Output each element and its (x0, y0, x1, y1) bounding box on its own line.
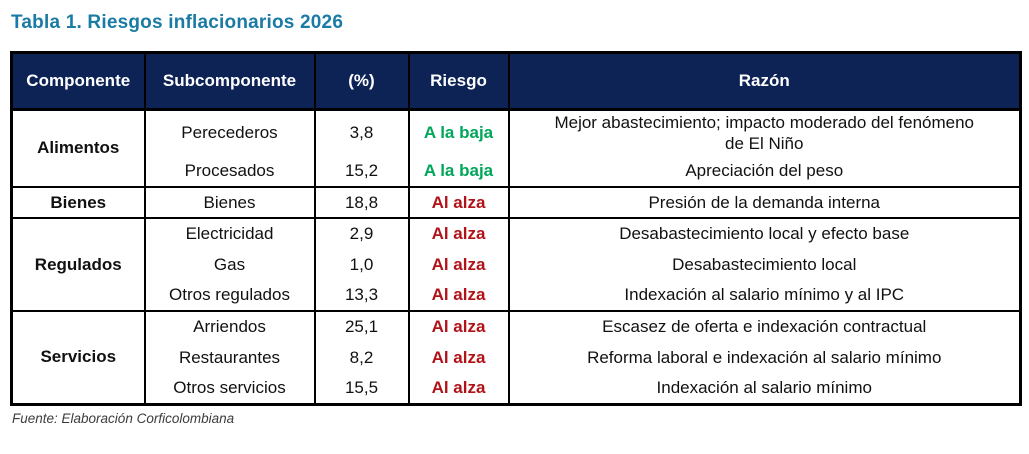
riesgo-cell: Al alza (407, 186, 510, 219)
table-row: Regulados Electricidad 2,9 Al alza Desabaste… (10, 217, 1022, 312)
razon-cell: Mejor abastecimiento; impacto moderado d… (507, 108, 1022, 157)
inflation-risks-table: Componente Subcomponente (%) Riesgo Razó… (10, 51, 1022, 406)
razon-cell: Desabastecimiento local y efecto base (507, 217, 1022, 250)
subcomponente-cell: Bienes (143, 186, 316, 219)
pct-cell: 13,3 (313, 280, 410, 312)
riesgo-cell: A la baja (407, 156, 510, 188)
razon-cell: Indexación al salario mínimo (507, 373, 1022, 405)
componente-cell: Regulados (10, 217, 146, 312)
table-row: Otros regulados 13,3 Al alza Indexación al … (12, 280, 1022, 312)
riesgo-cell: Al alza (407, 217, 510, 250)
componente-cell: Bienes (10, 186, 146, 219)
subcomponente-cell: Procesados (143, 156, 316, 188)
razon-cell: Escasez de oferta e indexación contractu… (507, 310, 1022, 343)
page-title: Tabla 1. Riesgos inflacionarios 2026 (11, 12, 344, 33)
pct-cell: 1,0 (313, 249, 410, 281)
riesgo-cell: Al alza (407, 249, 510, 281)
pct-cell: 2,9 (313, 217, 410, 250)
razon-cell: Desabastecimiento local (507, 249, 1022, 281)
subcomponente-cell: Otros regulados (143, 280, 316, 312)
pct-cell: 3,8 (313, 108, 410, 157)
table-row: Bienes Bienes 18,8 Al alza Presión de la dem… (10, 186, 1022, 219)
subcomponente-cell: Otros servicios (143, 373, 316, 405)
subcomponente-cell: Restaurantes (143, 342, 316, 374)
header-razon: Razón (507, 52, 1022, 111)
table-row: Alimentos Perecederos 3,8 A la baja Mejor ab… (10, 108, 1022, 188)
riesgo-cell: Al alza (407, 373, 510, 405)
table-row: Otros servicios 15,5 Al alza Indexación al … (12, 373, 1022, 405)
razon-cell: Reforma laboral e indexación al salario … (507, 342, 1022, 374)
subcomponente-cell: Perecederos (143, 108, 316, 157)
riesgo-cell: Al alza (407, 310, 510, 343)
table-row: Restaurantes 8,2 Al alza Reforma laboral e … (12, 342, 1022, 374)
table-header: Componente Subcomponente (%) Riesgo Razó… (10, 52, 1022, 111)
riesgo-cell: Al alza (407, 280, 510, 312)
subcomponente-cell: Gas (143, 249, 316, 281)
pct-cell: 18,8 (313, 186, 410, 219)
header-componente: Componente (10, 52, 146, 111)
table-row: Gas 1,0 Al alza Desabastecimiento local (12, 249, 1022, 281)
pct-cell: 15,5 (313, 373, 410, 405)
componente-cell: Alimentos (10, 108, 146, 188)
pct-cell: 15,2 (313, 156, 410, 188)
razon-cell: Indexación al salario mínimo y al IPC (507, 280, 1022, 312)
table-body: Alimentos Perecederos 3,8 A la baja Mejor ab… (10, 108, 1022, 405)
pct-cell: 25,1 (313, 310, 410, 343)
header-riesgo: Riesgo (407, 52, 510, 111)
header-subcomponente: Subcomponente (143, 52, 316, 111)
razon-cell: Presión de la demanda interna (507, 186, 1022, 219)
table-row: Procesados 15,2 A la baja Apreciación del p… (12, 156, 1022, 188)
subcomponente-cell: Electricidad (143, 217, 316, 250)
header-row: Componente Subcomponente (%) Riesgo Razó… (10, 52, 1022, 111)
riesgo-cell: Al alza (407, 342, 510, 374)
table-row: Servicios Arriendos 25,1 Al alza Escasez de … (10, 310, 1022, 405)
source-note: Fuente: Elaboración Corficolombiana (12, 410, 235, 426)
riesgo-cell: A la baja (407, 108, 510, 157)
pct-cell: 8,2 (313, 342, 410, 374)
componente-cell: Servicios (10, 310, 146, 405)
subcomponente-cell: Arriendos (143, 310, 316, 343)
razon-cell: Apreciación del peso (507, 156, 1022, 188)
header-pct: (%) (313, 52, 410, 111)
